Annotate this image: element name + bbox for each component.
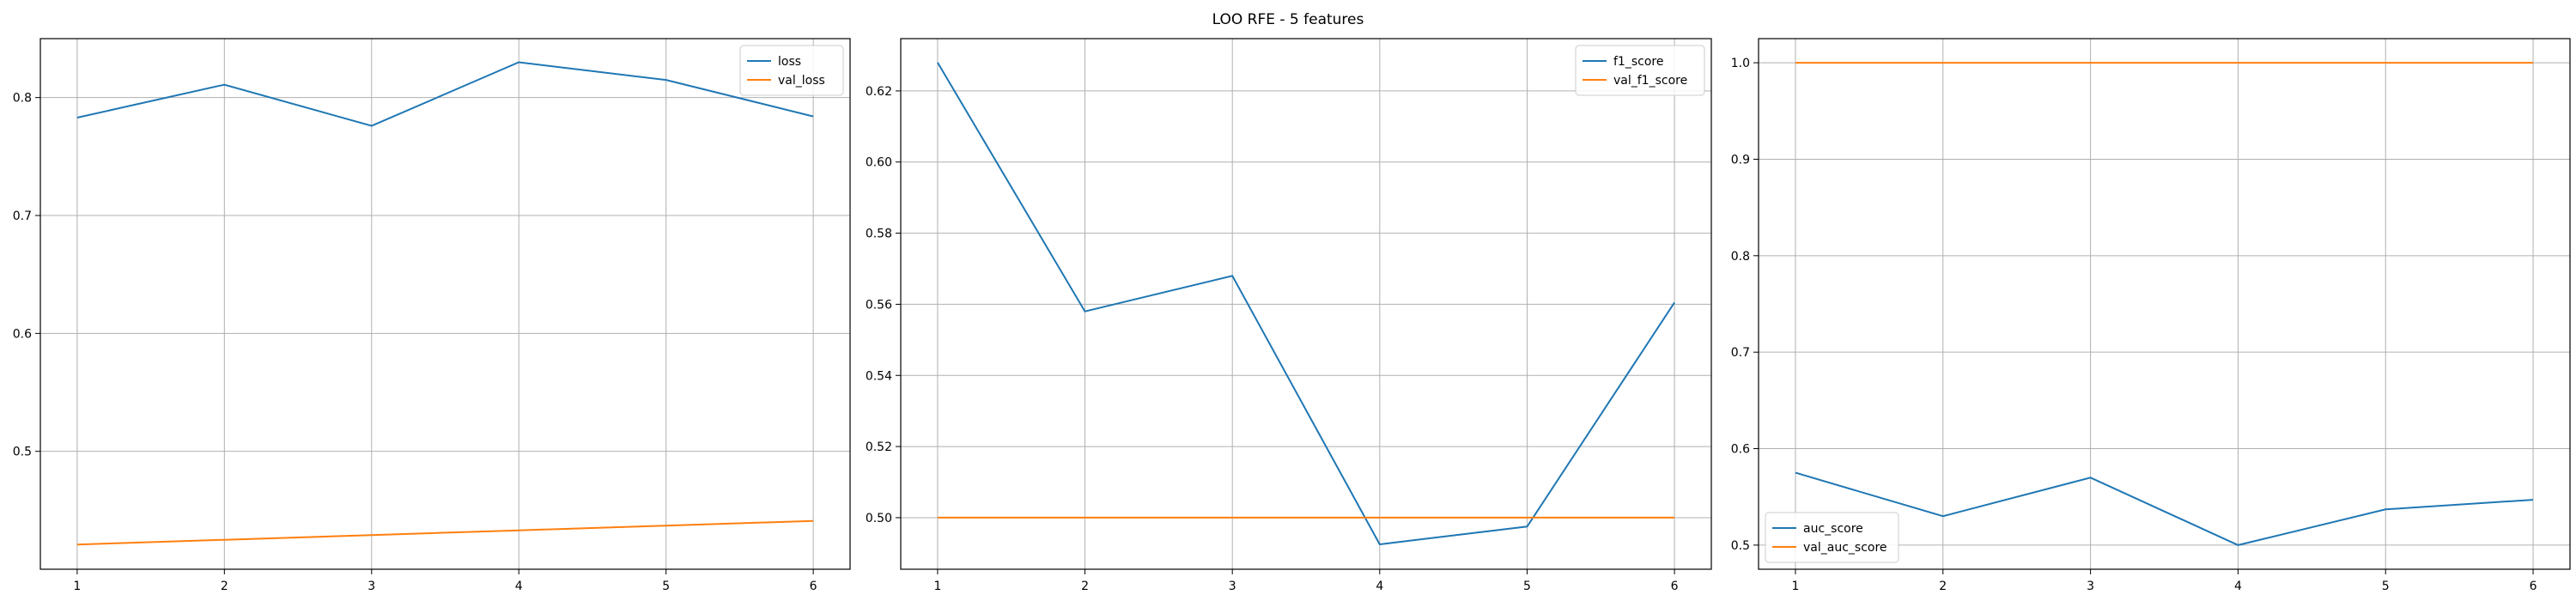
subplot-1-legend-label-val_loss: val_loss <box>778 74 825 88</box>
subplot-3-axes-frame <box>1758 38 2571 570</box>
subplot-3-xtick-label-1: 1 <box>1791 580 1799 593</box>
subplot-2-ytick-label-2: 0.52 <box>866 440 892 454</box>
subplot-1-legend: loss val_loss <box>739 45 844 96</box>
subplot-2-ytick-label-6: 0.60 <box>866 156 892 170</box>
subplot-2-legend-label-val_f1_score: val_f1_score <box>1613 74 1687 88</box>
subplot-3-xtick-label-3: 3 <box>2087 580 2094 593</box>
subplot-1-xtick-label-1: 1 <box>73 580 81 593</box>
subplot-2-ytick-label-7: 0.62 <box>866 85 892 99</box>
subplot-3-ytick-label-1: 0.5 <box>1731 539 1750 553</box>
subplot-3-ytick-label-5: 0.9 <box>1731 153 1750 167</box>
subplot-3-series-auc_score <box>1795 471 2534 546</box>
subplot-1-axes-frame <box>39 38 851 570</box>
subplot-1-xtick-label-6: 6 <box>810 580 817 593</box>
subplot-2-ytick-label-1: 0.50 <box>866 512 892 525</box>
subplot-3-ytick-label-4: 0.8 <box>1731 250 1750 264</box>
subplot-3-ytick-label-2: 0.6 <box>1731 443 1750 457</box>
subplot-1-legend-label-loss: loss <box>778 55 801 69</box>
subplot-1-xtick-label-5: 5 <box>662 580 670 593</box>
subplot-1: 1 2 3 4 5 6 0.5 0.6 0.7 0.8 loss val_loss <box>13 38 851 593</box>
subplot-2-legend-label-f1_score: f1_score <box>1613 55 1663 69</box>
subplot-2-ytick-label-4: 0.56 <box>866 298 892 312</box>
subplot-3-ytick-label-3: 0.7 <box>1731 346 1750 360</box>
subplot-3-xtick-label-6: 6 <box>2530 580 2537 593</box>
subplot-2-xtick-label-2: 2 <box>1081 580 1089 593</box>
subplot-2-xtick-label-3: 3 <box>1229 580 1236 593</box>
subplot-3-legend-label-auc_score: auc_score <box>1803 522 1863 536</box>
subplot-2-ytick-label-3: 0.54 <box>866 369 892 383</box>
subplot-1-xtick-label-3: 3 <box>368 580 375 593</box>
subplot-1-xtick-label-2: 2 <box>221 580 228 593</box>
subplot-1-xtick-label-4: 4 <box>515 580 523 593</box>
subplot-2-ytick-label-5: 0.58 <box>866 228 892 241</box>
figure-title: LOO RFE - 5 features <box>1212 11 1364 28</box>
subplot-2-series-f1_score <box>937 62 1675 546</box>
subplot-2-xtick-label-1: 1 <box>933 580 941 593</box>
subplot-3-ytick-label-6: 1.0 <box>1731 57 1750 70</box>
subplot-2: 1 2 3 4 5 6 0.50 0.52 0.54 0.56 0.58 0.60 0.62 f1_sco… <box>866 38 1712 593</box>
subplot-1-series-loss <box>76 61 814 127</box>
subplot-2-xtick-label-4: 4 <box>1376 580 1383 593</box>
subplot-3-legend-label-val_auc_score: val_auc_score <box>1803 541 1887 555</box>
subplot-3-xtick-label-5: 5 <box>2382 580 2390 593</box>
subplot-3-legend: auc_score val_auc_score <box>1765 512 1899 563</box>
subplot-1-ytick-label-2: 0.6 <box>13 327 32 341</box>
subplot-3-legend-box <box>1765 512 1899 563</box>
subplot-3-xtick-label-4: 4 <box>2234 580 2242 593</box>
subplot-2-xtick-label-5: 5 <box>1523 580 1531 593</box>
subplot-1-series-val_loss <box>76 519 814 546</box>
subplot-1-ytick-label-3: 0.7 <box>13 209 32 223</box>
subplot-1-legend-box <box>739 45 844 96</box>
subplot-2-xtick-label-6: 6 <box>1671 580 1679 593</box>
subplot-3-xtick-label-2: 2 <box>1939 580 1947 593</box>
subplot-3: 1 2 3 4 5 6 0.5 0.6 0.7 0.8 0.9 1.0 auc_score val_auc… <box>1731 38 2571 593</box>
subplot-1-ytick-label-1: 0.5 <box>13 446 32 459</box>
subplot-2-legend: f1_score val_f1_score <box>1575 45 1705 96</box>
subplot-1-ytick-label-4: 0.8 <box>13 92 32 106</box>
subplot-2-legend-box <box>1575 45 1705 96</box>
